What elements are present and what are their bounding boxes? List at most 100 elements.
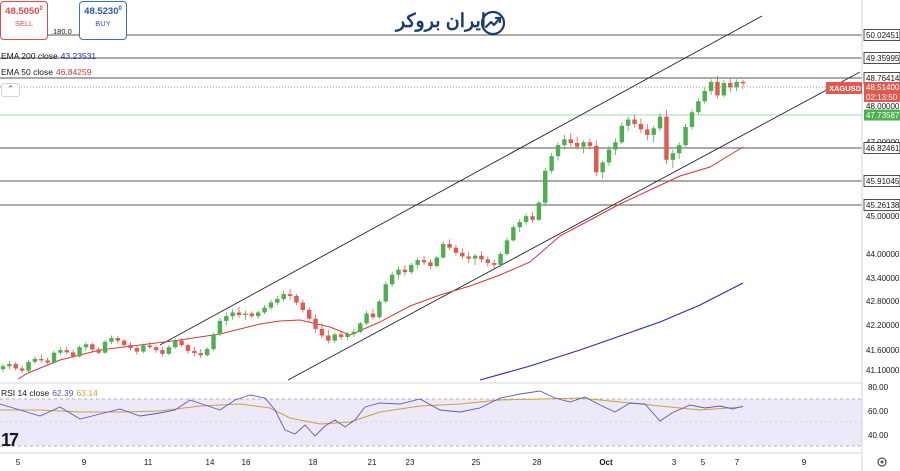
candle <box>287 288 293 300</box>
rsi-value: 62.39 <box>52 388 74 398</box>
candle-body <box>358 323 363 332</box>
candle-body <box>734 81 739 88</box>
last-price-tag <box>864 82 900 102</box>
candle <box>370 308 376 320</box>
candle <box>696 98 701 115</box>
price-tick-label: 41.60000 <box>866 346 900 355</box>
candle-body <box>447 244 452 248</box>
candle-body <box>166 347 172 354</box>
spread-value: 180.0 <box>53 27 72 36</box>
candle <box>409 263 414 275</box>
candle <box>185 343 191 354</box>
candle <box>606 145 612 167</box>
candle <box>587 138 593 150</box>
candle <box>64 346 69 355</box>
buy-price-sup: 0 <box>118 6 122 12</box>
candle <box>224 312 229 326</box>
candle-body <box>689 112 695 127</box>
candle <box>651 125 656 143</box>
ema50-label: EMA 50 close <box>1 67 53 77</box>
candle-body <box>7 364 12 367</box>
channel-lower-line <box>287 71 861 381</box>
order-buttons: 48.50500 SELL 180.0 48.52300 BUY <box>0 0 190 46</box>
candle-body <box>224 316 229 321</box>
candle-body <box>619 125 624 143</box>
candle-body <box>179 340 184 346</box>
candle-body <box>396 269 401 275</box>
candle-body <box>421 260 427 263</box>
time-tick-label: 5 <box>701 458 706 467</box>
candle-body <box>543 170 548 203</box>
candle <box>26 360 31 373</box>
candle-body <box>613 142 618 150</box>
price-axis <box>862 0 900 471</box>
candle-body <box>345 334 350 337</box>
candle <box>543 167 548 205</box>
time-tick-label: 18 <box>309 458 318 467</box>
candle-body <box>173 340 178 348</box>
candle <box>153 345 159 353</box>
collapse-legend-button[interactable]: ⌃ <box>1 83 20 97</box>
candle-body <box>192 350 197 354</box>
time-tick-label: 23 <box>406 458 415 467</box>
rsi-legend[interactable]: RSI 14 close 62.39 63.14 <box>1 388 98 398</box>
candle <box>402 264 408 276</box>
candle <box>198 349 203 359</box>
broker-logo: ایران بروکر <box>376 6 526 40</box>
candle-body <box>147 345 152 348</box>
candle <box>70 349 76 359</box>
candle <box>734 79 739 92</box>
candle-body <box>141 345 146 352</box>
candle <box>307 306 312 322</box>
candle-body <box>268 302 274 308</box>
level-price-label: 45.91045 <box>866 177 900 186</box>
chevron-up-icon: ⌃ <box>6 84 15 94</box>
price-tick-label: 41.10000 <box>866 366 900 375</box>
candle-body <box>466 256 471 259</box>
candle-body <box>562 139 567 146</box>
buy-button[interactable]: 48.52300 BUY <box>79 1 127 40</box>
candle-body <box>657 116 663 129</box>
candle-body <box>45 360 50 363</box>
sell-button[interactable]: 48.50500 SELL <box>0 1 48 40</box>
ema200-legend[interactable]: EMA 200 close 43.23531 <box>1 51 96 61</box>
candle-body <box>70 352 76 357</box>
candle-body <box>383 284 388 302</box>
gear-icon[interactable] <box>876 456 888 468</box>
candle-body <box>523 216 529 223</box>
candle <box>166 345 172 356</box>
tradingview-logo: 17 <box>1 430 19 450</box>
candle <box>13 361 18 371</box>
candle <box>677 142 682 159</box>
candle <box>625 116 631 132</box>
logo-text: ایران بروکر <box>396 11 487 32</box>
candle-body <box>19 368 25 371</box>
candle-body <box>275 298 280 303</box>
candle-body <box>555 145 561 157</box>
candle <box>383 281 388 304</box>
candle <box>275 295 280 306</box>
candle-body <box>511 227 516 241</box>
time-tick-label: 21 <box>368 458 377 467</box>
candle-body <box>319 328 325 336</box>
channel-upper-line <box>159 15 763 346</box>
candle-body <box>109 338 114 342</box>
level-price-label: 49.35995 <box>866 54 900 63</box>
candle-body <box>134 347 140 352</box>
candle <box>236 306 242 318</box>
level-price-tag <box>863 199 900 211</box>
candle <box>160 347 165 357</box>
price-tick-label: 48.00000 <box>866 102 900 111</box>
ema50-legend[interactable]: EMA 50 close 46.84259 <box>1 67 91 77</box>
candle-body <box>0 366 6 370</box>
candle <box>58 347 63 356</box>
candle-body <box>632 119 637 124</box>
candle-body <box>728 82 733 88</box>
candle <box>364 310 369 326</box>
candle-body <box>77 347 82 357</box>
candle <box>664 110 669 165</box>
candle <box>421 255 427 265</box>
logo-mark-icon <box>480 10 506 36</box>
candle-body <box>625 119 631 126</box>
